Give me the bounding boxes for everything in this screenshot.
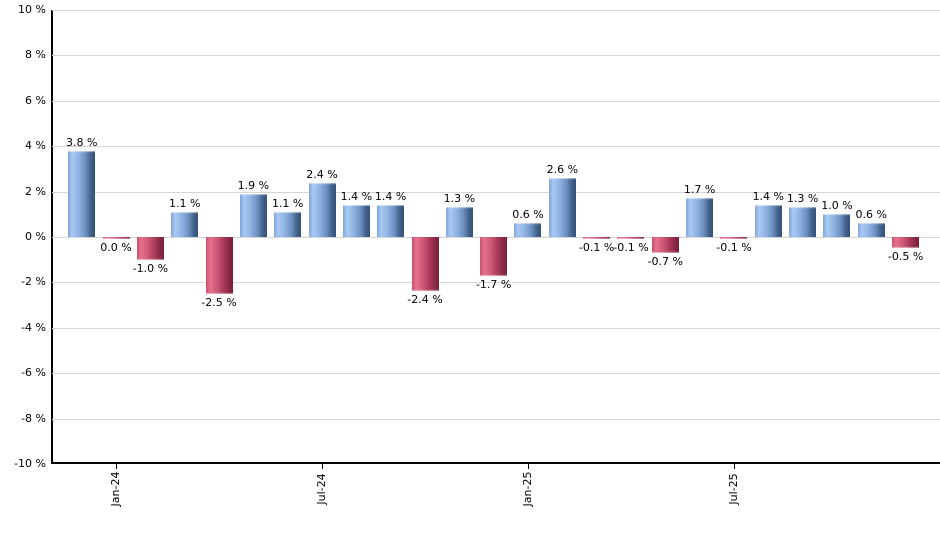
gridline-10 (52, 10, 940, 11)
gridline--2 (52, 282, 940, 284)
gridline-8 (52, 55, 940, 57)
y-axis-label: -2 % (21, 275, 46, 289)
x-tick-label-Jan-25: Jan-25 (520, 471, 534, 507)
y-axis-label: -4 % (21, 320, 46, 334)
bar-Jul-25 (720, 237, 748, 239)
plot-area (52, 10, 940, 464)
x-tick-Jul-25 (733, 464, 735, 469)
y-axis-label: -8 % (21, 411, 46, 425)
gridline-4 (52, 146, 940, 148)
gridline-2 (52, 191, 940, 193)
bar-Apr-25 (617, 237, 645, 239)
y-axis-label: 0 % (25, 230, 46, 243)
x-tick-label-Jan-24: Jan-24 (109, 471, 123, 507)
bar-Jun-25 (686, 198, 714, 237)
bar-May-24 (239, 194, 267, 237)
gridline-6 (52, 100, 940, 102)
x-axis-line (51, 462, 940, 464)
bar-value-label-Mar-24: 1.1 % (168, 197, 201, 210)
y-axis-label: -6 % (21, 366, 46, 380)
bar-Jan-25 (514, 223, 542, 237)
bar-value-label-Sep-25: 1.3 % (786, 192, 819, 205)
bar-Aug-24 (342, 205, 370, 237)
bar-Jul-24 (308, 183, 336, 237)
bar-Nov-25 (857, 223, 885, 237)
y-axis-label: 6 % (25, 93, 46, 107)
bar-value-label-Nov-24: 1.3 % (443, 192, 476, 205)
x-tick-label-Jul-25: Jul-25 (726, 473, 740, 505)
bar-Dec-23 (68, 151, 96, 237)
bar-value-label-Jan-24: 0.0 % (100, 241, 132, 254)
bar-value-label-Jun-24: 1.1 % (271, 197, 304, 210)
gridline--4 (52, 327, 940, 329)
bar-value-label-Dec-24: -1.7 % (475, 278, 512, 291)
bar-value-label-Apr-25: -0.1 % (613, 241, 649, 254)
bar-Oct-24 (411, 237, 439, 291)
bar-Dec-25 (892, 237, 920, 248)
y-axis-label: 10 % (18, 3, 46, 16)
bar-value-label-Oct-25: 1.0 % (821, 199, 853, 212)
bar-Feb-24 (136, 237, 164, 260)
bar-value-label-Sep-24: 1.4 % (374, 190, 407, 203)
bar-value-label-Jun-25: 1.7 % (683, 183, 716, 196)
bar-Mar-25 (583, 237, 611, 239)
bar-Aug-25 (754, 205, 782, 237)
x-tick-label-Jul-24: Jul-24 (315, 473, 328, 505)
bar-value-label-Dec-23: 3.8 % (65, 136, 98, 149)
bar-Dec-24 (480, 237, 508, 276)
y-axis-label: 4 % (25, 139, 46, 153)
bar-value-label-Apr-24: -2.5 % (201, 296, 237, 309)
bar-value-label-Aug-25: 1.4 % (752, 190, 785, 203)
bar-Nov-24 (445, 207, 473, 237)
bar-Oct-25 (823, 214, 851, 237)
bar-Feb-25 (548, 178, 576, 237)
bar-value-label-May-24: 1.9 % (237, 179, 270, 192)
y-axis-label: -10 % (14, 457, 46, 470)
x-tick-Jan-24 (116, 464, 118, 469)
bar-Sep-24 (377, 205, 405, 237)
gridline--8 (52, 418, 940, 420)
bar-Mar-24 (171, 212, 199, 237)
gridline--6 (52, 373, 940, 375)
bar-Jun-24 (274, 212, 302, 237)
bar-value-label-Jan-25: 0.6 % (512, 208, 544, 221)
x-tick-Jan-25 (527, 464, 529, 469)
bar-value-label-Dec-25: -0.5 % (887, 250, 924, 263)
bar-value-label-Nov-25: 0.6 % (855, 208, 887, 221)
bar-May-25 (651, 237, 679, 253)
bar-value-label-Aug-24: 1.4 % (340, 190, 373, 203)
y-axis-label: 8 % (25, 48, 46, 62)
bar-value-label-Jul-25: -0.1 % (716, 241, 752, 254)
bar-Jan-24 (102, 237, 130, 239)
bar-value-label-May-25: -0.7 % (647, 255, 683, 268)
bar-value-label-Feb-25: 2.6 % (546, 163, 579, 176)
bar-value-label-Mar-25: -0.1 % (578, 241, 615, 254)
bar-Sep-25 (789, 207, 817, 237)
y-axis-label: 2 % (25, 184, 46, 198)
bar-value-label-Feb-24: -1.0 % (132, 262, 169, 275)
bar-value-label-Oct-24: -2.4 % (407, 293, 443, 306)
x-tick-Jul-24 (322, 464, 323, 469)
bar-value-label-Jul-24: 2.4 % (306, 168, 338, 181)
bar-Apr-24 (205, 237, 233, 294)
